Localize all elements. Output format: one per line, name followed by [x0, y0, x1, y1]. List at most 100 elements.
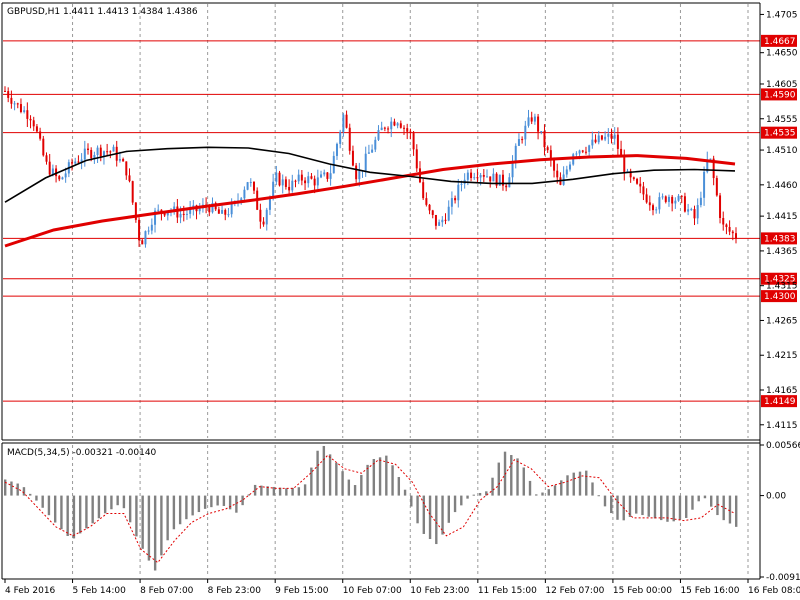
candle-body: [335, 143, 338, 156]
macd-bar: [372, 458, 376, 496]
candle-body: [556, 170, 559, 178]
macd-bar: [78, 495, 82, 534]
candle-body: [26, 110, 29, 119]
candle-body: [99, 147, 102, 157]
x-tick-label: 10 Feb 07:00: [343, 586, 402, 596]
macd-histogram: [4, 445, 738, 571]
macd-bar: [10, 481, 13, 496]
candle-body: [377, 130, 380, 140]
candle-body: [639, 183, 642, 187]
candle-body: [706, 159, 709, 172]
candle-body: [565, 169, 568, 175]
macd-tick-label: 0.00: [766, 492, 786, 502]
level-label: 1.4300: [764, 292, 796, 302]
macd-bar: [328, 454, 332, 496]
candle-body: [64, 173, 67, 178]
macd-bar: [41, 495, 44, 508]
macd-bar: [197, 495, 201, 513]
macd-bar: [178, 495, 182, 525]
candle-body: [96, 147, 99, 156]
candle-body: [725, 224, 728, 228]
candle-body: [329, 173, 332, 179]
candle-body: [268, 197, 271, 210]
candle-body: [658, 197, 661, 210]
candle-body: [422, 182, 425, 199]
candle-body: [501, 174, 504, 186]
macd-bar: [241, 495, 244, 506]
candle-body: [722, 217, 725, 225]
macd-bar: [353, 485, 357, 496]
level-label: 1.4667: [764, 37, 796, 47]
candle-body: [703, 171, 706, 198]
candle-body: [412, 133, 415, 150]
macd-bar: [153, 495, 157, 571]
macd-bar: [297, 487, 301, 496]
candle-body: [636, 178, 639, 184]
candle-body: [342, 114, 345, 132]
candle-body: [246, 182, 249, 190]
macd-bar: [135, 495, 138, 537]
candle-body: [403, 127, 406, 129]
candle-body: [374, 139, 377, 150]
macd-bar: [566, 475, 569, 496]
macd-bar: [397, 477, 401, 496]
candle-body: [498, 174, 501, 186]
candle-body: [109, 151, 112, 153]
macd-bar: [522, 467, 525, 496]
candle-body: [141, 240, 144, 245]
candle-body: [351, 150, 354, 166]
candle-body: [696, 205, 699, 219]
macd-bar: [528, 480, 532, 496]
candle-body: [728, 227, 731, 232]
moving-average-slow: [4, 154, 736, 248]
candle-body: [415, 149, 418, 169]
candle-body: [176, 206, 179, 218]
y-tick-label: 1.4265: [766, 316, 798, 326]
candle-body: [473, 177, 476, 179]
macd-bar: [235, 495, 238, 513]
candle-body: [307, 176, 310, 184]
x-tick-label: 8 Feb 07:00: [140, 586, 194, 596]
macd-bar: [510, 455, 513, 496]
x-tick-label: 10 Feb 23:00: [410, 586, 469, 596]
candle-body: [648, 202, 651, 206]
candle-body: [48, 161, 51, 175]
y-tick-label: 1.4165: [766, 386, 798, 396]
macd-bar: [16, 483, 19, 496]
candle-body: [600, 135, 603, 140]
candle-body: [591, 139, 594, 146]
candle-body: [230, 203, 233, 215]
candle-body: [131, 181, 134, 203]
candle-body: [581, 150, 584, 152]
macd-bar: [385, 455, 388, 496]
candle-body: [316, 177, 319, 186]
macd-bar: [222, 495, 226, 506]
level-badge: [761, 126, 797, 139]
candle-body: [16, 103, 19, 105]
candle-body: [409, 131, 412, 134]
level-badge: [761, 88, 797, 101]
macd-bar: [635, 495, 638, 514]
candle-body: [597, 135, 600, 143]
candle-body: [189, 208, 192, 214]
macd-bar: [22, 487, 26, 496]
moving-average-fast: [4, 146, 736, 203]
candle-body: [249, 181, 252, 183]
price-axis-ticks: 1.4705 1.4650 1.4605 1.4555 1.4510 1.4460 1.44…: [760, 10, 798, 431]
macd-bar: [360, 474, 363, 496]
candle-body: [610, 134, 613, 139]
candle-body: [533, 116, 536, 122]
macd-bar: [441, 495, 444, 535]
candle-body: [661, 196, 664, 198]
macd-bar: [716, 495, 719, 516]
candle-body: [221, 210, 224, 214]
macd-bar: [72, 495, 76, 539]
candle-body: [664, 196, 667, 202]
candle-body: [396, 123, 399, 126]
level-label: 1.4535: [764, 129, 796, 139]
candle-body: [10, 97, 13, 104]
candle-body: [508, 177, 511, 188]
candle-body: [623, 154, 626, 173]
macd-bar: [653, 495, 657, 519]
candle-body: [699, 197, 702, 206]
